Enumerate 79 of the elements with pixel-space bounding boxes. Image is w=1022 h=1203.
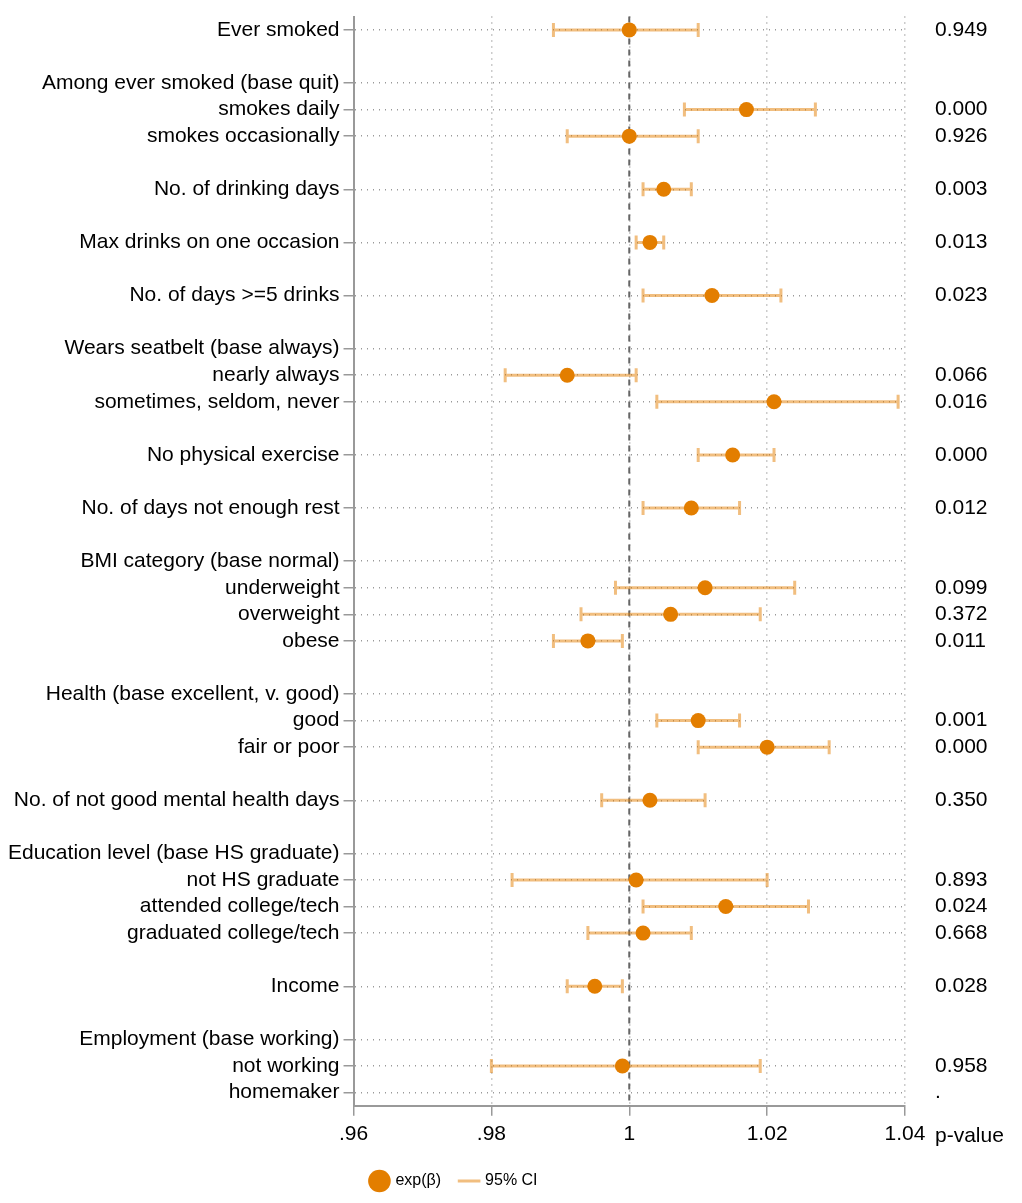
text: 0.926 [935,122,988,146]
y-tick-label: Wears seatbelt (base always) [64,335,340,359]
x-tick-label: .98 [476,1121,506,1145]
text: 0.028 [935,973,988,997]
y-tick-label: Education level (base HS graduate) [8,840,340,864]
y-tick-label: sometimes, seldom, never [94,388,340,412]
text: 0.001 [935,707,988,731]
y-tick-label: graduated college/tech [127,919,340,943]
x-tick-label: 1.02 [746,1121,788,1145]
text: 0.350 [935,787,988,811]
y-tick-label: underweight [225,574,340,598]
text: 0.949 [935,16,988,40]
x-tick-label: 1.04 [884,1121,926,1145]
point [614,1058,630,1074]
y-tick-label: Max drinks on one occasion [79,229,340,253]
point [766,394,782,410]
point [621,22,637,38]
point [683,500,699,516]
y-tick-label: attended college/tech [139,893,340,917]
text: 0.000 [935,733,988,757]
text: 0.958 [935,1052,988,1076]
text: 0.023 [935,282,988,306]
y-tick-label: smokes daily [218,96,341,120]
point [587,978,603,994]
text: 0.099 [935,574,988,598]
legend-label: exp(β) [395,1171,442,1189]
text: 0.000 [935,441,988,465]
y-tick-label: Among ever smoked (base quit) [41,69,340,93]
point [628,872,644,888]
y-tick-label: nearly always [212,362,340,386]
text: 0.000 [935,96,988,120]
y-tick-label: No. of not good mental health days [13,787,340,811]
point [621,128,637,144]
point [725,447,741,463]
text: 95% CI [485,1171,538,1189]
y-tick-label: No physical exercise [146,441,340,465]
y-tick-label: good [292,707,340,731]
y-tick-label: not HS graduate [186,866,340,890]
point [559,367,575,383]
y-tick-label: Employment (base working) [79,1026,340,1050]
x-tick-label: .96 [338,1121,369,1145]
text: . [935,1079,941,1103]
point [642,792,658,808]
text: 0.893 [935,866,988,890]
text: 0.013 [935,229,988,253]
text: 0.024 [935,893,988,917]
y-tick-label: No. of drinking days [153,176,340,200]
point [718,899,734,915]
y-tick-label: No. of days not enough rest [81,494,340,518]
y-tick-label: Health (base excellent, v. good) [45,680,340,704]
point [704,288,720,304]
point [690,713,706,729]
point [642,234,658,250]
y-tick-label: obese [282,627,340,651]
y-tick-label: not working [232,1052,340,1076]
text: p-value [935,1122,1004,1146]
y-tick-label: Ever smoked [216,16,340,40]
point [663,606,679,622]
y-tick-label: Income [270,973,340,997]
y-tick-label: No. of days >=5 drinks [129,282,340,306]
x-tick-label: 1 [623,1121,636,1145]
text: 0.016 [935,388,988,412]
text: 0.668 [935,919,988,943]
point [697,580,713,596]
text: 0.003 [935,176,988,200]
text: 0.011 [935,627,986,651]
y-tick-label: smokes occasionally [146,122,341,146]
text: 0.066 [935,362,988,386]
point [580,633,596,649]
y-tick-label: fair or poor [237,733,340,757]
text: 0.372 [935,601,988,625]
y-tick-label: BMI category (base normal) [80,548,340,571]
point [738,102,754,118]
y-tick-label: overweight [237,601,340,625]
point [759,739,775,755]
y-tick-label: homemaker [228,1079,340,1103]
text: 0.012 [935,494,988,518]
point [656,181,672,197]
point [635,925,651,941]
